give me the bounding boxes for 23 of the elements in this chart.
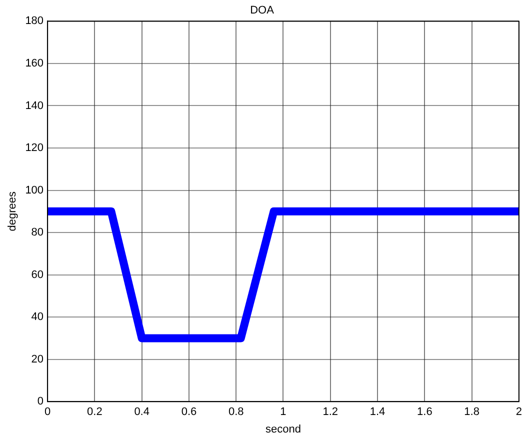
x-tick-label: 1 <box>280 406 286 418</box>
x-tick-label: 1.4 <box>370 406 386 418</box>
x-tick-label: 0.6 <box>181 406 197 418</box>
y-tick-label: 120 <box>25 142 44 154</box>
x-tick-label: 1.6 <box>417 406 432 418</box>
y-tick-label: 60 <box>31 268 44 281</box>
x-tick-label: 0.2 <box>87 406 102 418</box>
y-tick-label: 160 <box>25 58 44 70</box>
x-tick-label: 1.8 <box>464 406 480 418</box>
y-tick-label: 180 <box>25 15 44 28</box>
chart-title: DOA <box>250 4 275 17</box>
x-tick-label: 0.4 <box>134 406 150 418</box>
y-tick-label: 20 <box>31 353 44 366</box>
x-tick-label: 0.8 <box>228 406 244 418</box>
x-tick-label: 2 <box>516 406 522 418</box>
y-tick-label: 40 <box>31 311 44 324</box>
y-tick-label: 0 <box>37 396 44 408</box>
y-tick-label: 80 <box>31 226 44 239</box>
x-axis-title: second <box>266 423 301 436</box>
y-axis-title: degrees <box>6 191 19 232</box>
x-tick-label: 1.2 <box>322 406 338 418</box>
y-tick-label: 140 <box>25 100 44 112</box>
y-tick-label: 100 <box>25 184 44 196</box>
